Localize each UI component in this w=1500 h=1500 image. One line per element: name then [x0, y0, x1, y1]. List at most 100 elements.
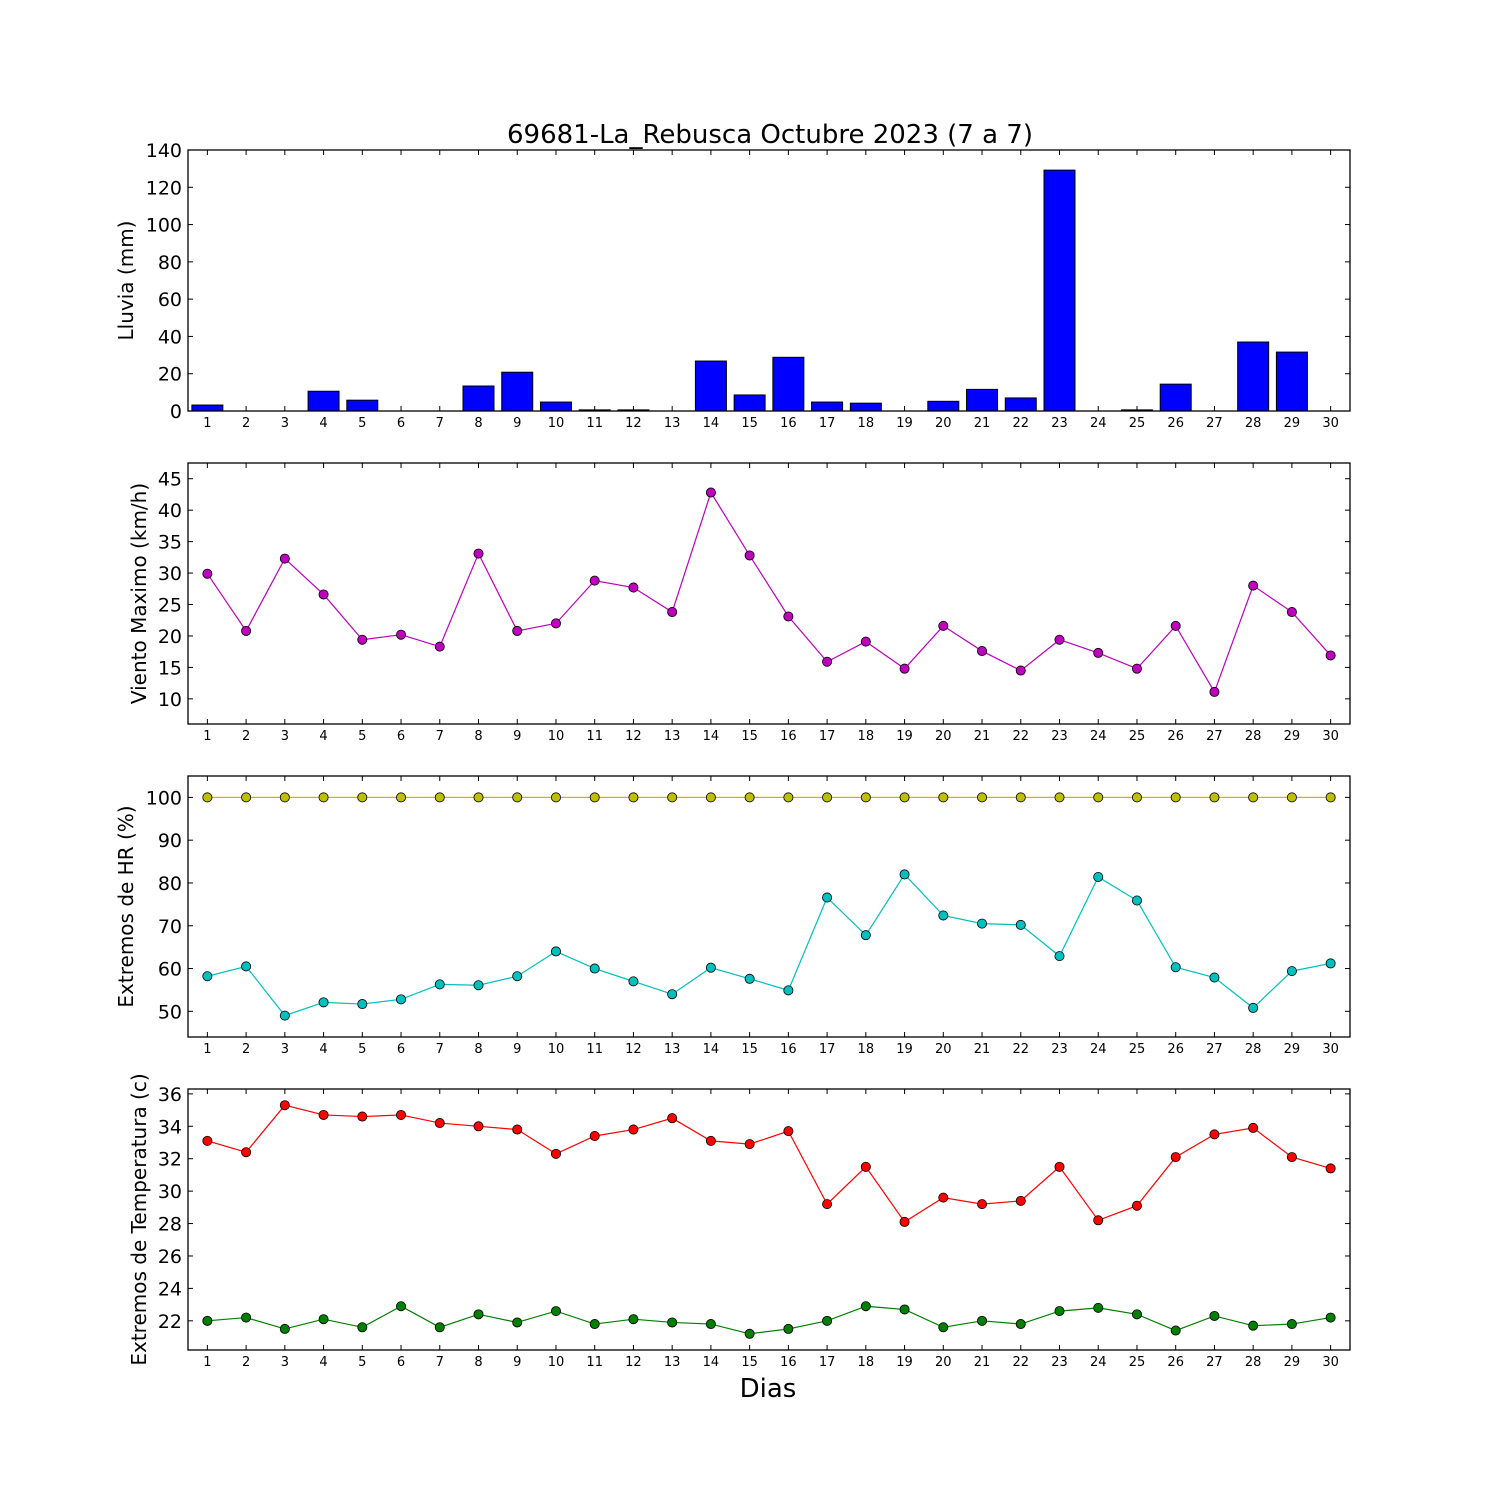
- data-point: [860, 792, 871, 803]
- y-tick-label: 32: [158, 1149, 182, 1171]
- data-point: [860, 1161, 871, 1172]
- x-tick-label: 20: [935, 729, 952, 744]
- data-point: [938, 1322, 949, 1333]
- x-tick-label: 27: [1206, 1355, 1223, 1370]
- data-point: [1015, 919, 1026, 930]
- x-tick-label: 2: [242, 1355, 250, 1370]
- rain-bar: [1275, 351, 1308, 412]
- x-tick-label: 25: [1129, 1042, 1146, 1057]
- y-tick-label: 0: [170, 401, 182, 423]
- data-point: [1131, 1200, 1142, 1211]
- data-point: [899, 1304, 910, 1315]
- data-point: [318, 997, 329, 1008]
- data-point: [744, 1328, 755, 1339]
- data-point: [1248, 1320, 1259, 1331]
- y-tick-label: 15: [158, 657, 182, 679]
- data-point: [1093, 871, 1104, 882]
- x-tick-label: 27: [1206, 416, 1223, 431]
- data-point: [1325, 1312, 1336, 1323]
- x-tick-label: 29: [1284, 1042, 1301, 1057]
- data-point: [938, 1192, 949, 1203]
- data-point: [589, 575, 600, 586]
- y-tick-label: 24: [158, 1278, 182, 1300]
- y-axis-label: Extremos de HR (%): [114, 805, 138, 1007]
- x-tick-label: 19: [896, 416, 913, 431]
- data-point: [473, 548, 484, 559]
- data-point: [241, 961, 252, 972]
- data-point: [1209, 792, 1220, 803]
- x-tick-label: 22: [1012, 729, 1029, 744]
- x-tick-label: 9: [513, 1042, 521, 1057]
- x-tick-label: 6: [397, 416, 405, 431]
- x-tick-label: 20: [935, 1355, 952, 1370]
- data-point: [434, 641, 445, 652]
- y-tick-label: 50: [158, 1001, 182, 1023]
- axes-frame: [187, 1088, 1351, 1351]
- data-point: [241, 625, 252, 636]
- data-point: [396, 994, 407, 1005]
- y-tick-label: 120: [146, 177, 182, 199]
- data-point: [202, 1315, 213, 1326]
- x-tick-label: 1: [203, 1355, 211, 1370]
- x-tick-label: 24: [1090, 416, 1107, 431]
- x-tick-label: 25: [1129, 1355, 1146, 1370]
- data-point: [938, 910, 949, 921]
- x-tick-label: 1: [203, 729, 211, 744]
- x-tick-label: 2: [242, 416, 250, 431]
- data-point: [318, 1109, 329, 1120]
- data-point: [357, 634, 368, 645]
- x-tick-label: 30: [1322, 1042, 1339, 1057]
- x-tick-label: 3: [281, 416, 289, 431]
- data-point: [512, 1124, 523, 1135]
- x-tick-label: 17: [819, 1042, 836, 1057]
- x-tick-label: 13: [664, 1355, 681, 1370]
- x-tick-label: 28: [1245, 1355, 1262, 1370]
- data-point: [202, 568, 213, 579]
- y-axis-label: Lluvia (mm): [114, 221, 138, 341]
- data-point: [1093, 1302, 1104, 1313]
- x-tick-label: 30: [1322, 1355, 1339, 1370]
- data-point: [434, 792, 445, 803]
- x-tick-label: 15: [741, 1042, 758, 1057]
- axes-frame: [187, 775, 1351, 1038]
- x-tick-label: 4: [319, 416, 327, 431]
- data-point: [899, 663, 910, 674]
- rain-bar: [1004, 397, 1037, 412]
- data-point: [1093, 792, 1104, 803]
- y-tick-label: 20: [158, 626, 182, 648]
- data-point: [1054, 951, 1065, 962]
- y-tick-label: 25: [158, 595, 182, 617]
- x-tick-label: 29: [1284, 1355, 1301, 1370]
- data-point: [938, 792, 949, 803]
- data-point: [1325, 792, 1336, 803]
- rain-bar: [772, 356, 805, 412]
- x-tick-label: 13: [664, 1042, 681, 1057]
- x-tick-label: 16: [780, 729, 797, 744]
- data-point: [279, 792, 290, 803]
- x-tick-label: 26: [1167, 416, 1184, 431]
- x-tick-label: 12: [625, 729, 642, 744]
- data-point: [357, 1111, 368, 1122]
- rain-bar: [462, 385, 495, 412]
- y-axis-label: Viento Maximo (km/h): [127, 483, 151, 704]
- y-tick-label: 60: [158, 289, 182, 311]
- x-tick-label: 9: [513, 1355, 521, 1370]
- data-point: [1286, 607, 1297, 618]
- data-point: [1131, 895, 1142, 906]
- y-tick-label: 40: [158, 326, 182, 348]
- data-point: [1209, 686, 1220, 697]
- data-point: [1325, 1163, 1336, 1174]
- data-point: [1054, 1161, 1065, 1172]
- data-point: [783, 1126, 794, 1137]
- data-point: [1286, 1152, 1297, 1163]
- y-axis-label: Extremos de Temperatura (c): [127, 1073, 151, 1365]
- x-tick-label: 21: [974, 729, 991, 744]
- data-point: [589, 1131, 600, 1142]
- x-tick-label: 8: [474, 1042, 482, 1057]
- data-point: [977, 792, 988, 803]
- axes-frame: [187, 149, 1351, 412]
- data-point: [667, 1113, 678, 1124]
- x-tick-label: 29: [1284, 729, 1301, 744]
